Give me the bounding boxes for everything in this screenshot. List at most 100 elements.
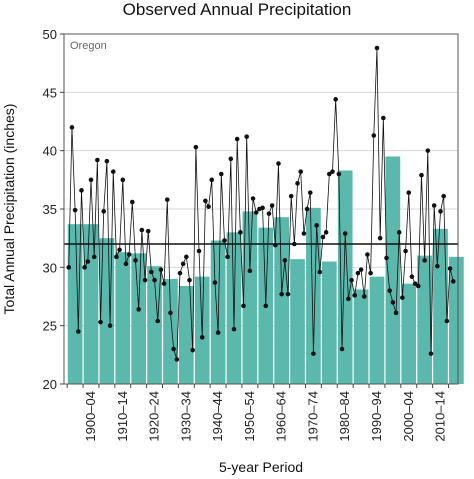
annual-point bbox=[361, 294, 367, 299]
bar bbox=[115, 252, 131, 384]
bar bbox=[449, 256, 464, 384]
chart-title: Observed Annual Precipitation bbox=[122, 0, 352, 19]
y-tick-label: 40 bbox=[43, 144, 57, 159]
bar bbox=[290, 259, 305, 384]
y-tick-label: 50 bbox=[43, 27, 57, 42]
annual-point bbox=[381, 115, 386, 121]
y-tick-label: 45 bbox=[43, 85, 57, 100]
annual-point bbox=[177, 270, 183, 276]
annual-point bbox=[212, 280, 218, 285]
annual-point bbox=[260, 205, 265, 211]
annual-point bbox=[349, 277, 354, 283]
annual-line-series bbox=[66, 45, 456, 362]
bar bbox=[242, 211, 258, 384]
annual-point bbox=[352, 293, 358, 298]
annual-point bbox=[110, 169, 116, 174]
annual-point bbox=[441, 193, 447, 199]
annual-point bbox=[155, 318, 161, 324]
annual-point bbox=[88, 177, 94, 183]
annual-point bbox=[206, 204, 211, 209]
annual-point bbox=[209, 177, 215, 183]
annual-point bbox=[190, 347, 195, 353]
annual-point bbox=[447, 266, 453, 271]
annual-point bbox=[263, 303, 269, 309]
annual-point bbox=[307, 190, 313, 195]
annual-point bbox=[393, 310, 399, 316]
annual-point bbox=[126, 252, 132, 257]
annual-point bbox=[333, 97, 338, 102]
annual-point bbox=[346, 296, 351, 302]
annual-point bbox=[75, 329, 81, 334]
annual-point bbox=[412, 281, 418, 286]
annual-point bbox=[330, 169, 335, 174]
annual-point bbox=[339, 346, 345, 352]
annual-point bbox=[91, 254, 97, 260]
x-tick-label: 1950–54 bbox=[242, 391, 257, 442]
annual-point bbox=[101, 209, 107, 214]
bar bbox=[353, 289, 369, 384]
annual-point bbox=[247, 268, 253, 274]
annual-point bbox=[218, 171, 224, 177]
y-tick-label: 25 bbox=[43, 319, 57, 334]
annual-point bbox=[231, 326, 237, 332]
annual-point bbox=[279, 291, 284, 297]
x-tick-label: 1970–74 bbox=[305, 391, 320, 442]
x-tick-label: 1910–14 bbox=[115, 391, 130, 442]
annual-point bbox=[377, 235, 383, 241]
annual-point bbox=[292, 241, 297, 247]
annual-point bbox=[72, 207, 78, 213]
annual-point bbox=[228, 156, 234, 162]
bar bbox=[401, 283, 417, 384]
annual-point bbox=[107, 323, 113, 328]
annual-point bbox=[215, 330, 221, 335]
annual-point bbox=[355, 270, 361, 276]
annual-point bbox=[276, 161, 281, 166]
annual-point bbox=[174, 357, 180, 362]
annual-point bbox=[136, 307, 141, 312]
annual-point bbox=[104, 158, 110, 164]
annual-point bbox=[130, 199, 135, 205]
x-tick-label: 1930–34 bbox=[178, 391, 193, 442]
annual-point bbox=[79, 188, 84, 193]
bar-series bbox=[67, 156, 464, 384]
bar bbox=[417, 255, 432, 384]
annual-point bbox=[238, 230, 243, 235]
x-tick-label: 2010–14 bbox=[433, 391, 448, 442]
annual-point bbox=[358, 267, 364, 272]
annual-point bbox=[282, 258, 288, 263]
annual-point bbox=[95, 157, 100, 163]
annual-point bbox=[184, 254, 189, 260]
annual-point bbox=[311, 351, 316, 356]
annual-point bbox=[425, 148, 431, 153]
annual-point bbox=[180, 261, 186, 267]
annual-point bbox=[298, 169, 304, 174]
y-tick-label: 20 bbox=[43, 377, 57, 392]
annual-point bbox=[98, 319, 103, 325]
annual-point bbox=[199, 335, 205, 340]
x-axis: 1900–04 1910–14 1920–24 1930–34 1940–44 1950–… bbox=[66, 384, 449, 442]
annual-point bbox=[193, 144, 199, 150]
annual-point bbox=[387, 288, 392, 293]
annual-point bbox=[222, 238, 227, 243]
annual-point bbox=[374, 45, 380, 51]
x-tick-label: 1920–24 bbox=[147, 391, 162, 442]
annual-point bbox=[161, 281, 167, 286]
annual-point bbox=[145, 228, 151, 234]
annual-point bbox=[269, 203, 275, 208]
bar bbox=[147, 266, 162, 384]
annual-point bbox=[139, 227, 145, 233]
annual-point bbox=[196, 248, 202, 254]
y-axis: 20 25 30 35 40 45 50 bbox=[43, 27, 64, 392]
annual-point bbox=[241, 303, 246, 309]
annual-point bbox=[272, 242, 278, 248]
annual-point bbox=[365, 252, 370, 257]
annual-point bbox=[168, 310, 173, 316]
bar bbox=[337, 170, 353, 384]
annual-point bbox=[234, 136, 240, 142]
bar bbox=[321, 261, 337, 384]
annual-point bbox=[431, 203, 437, 208]
region-label: Oregon bbox=[70, 40, 107, 52]
annual-point bbox=[120, 177, 126, 183]
x-tick-label: 1990–94 bbox=[369, 391, 384, 442]
